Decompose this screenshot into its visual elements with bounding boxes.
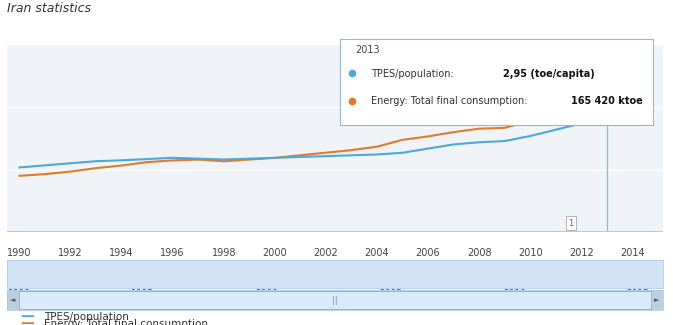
Text: 2013: 2013 bbox=[355, 45, 380, 55]
Text: 2,95 (toe/capita): 2,95 (toe/capita) bbox=[503, 69, 594, 79]
FancyBboxPatch shape bbox=[7, 260, 663, 288]
FancyBboxPatch shape bbox=[17, 291, 653, 309]
Text: —: — bbox=[20, 309, 34, 323]
Text: Energy: Total final consumption: Energy: Total final consumption bbox=[44, 319, 208, 325]
Text: 1: 1 bbox=[569, 218, 573, 227]
Text: TPES/population:: TPES/population: bbox=[371, 69, 457, 79]
Text: TPES/population: TPES/population bbox=[44, 312, 129, 322]
Text: Energy: Total final consumption:: Energy: Total final consumption: bbox=[371, 97, 531, 107]
Text: ||: || bbox=[332, 296, 338, 305]
Text: 165 420 ktoe: 165 420 ktoe bbox=[571, 97, 643, 107]
FancyBboxPatch shape bbox=[651, 290, 663, 310]
Text: —: — bbox=[20, 316, 34, 325]
Text: ►: ► bbox=[654, 297, 660, 303]
Text: Iran statistics: Iran statistics bbox=[7, 2, 91, 15]
Text: ◄: ◄ bbox=[10, 297, 15, 303]
FancyBboxPatch shape bbox=[7, 290, 19, 310]
